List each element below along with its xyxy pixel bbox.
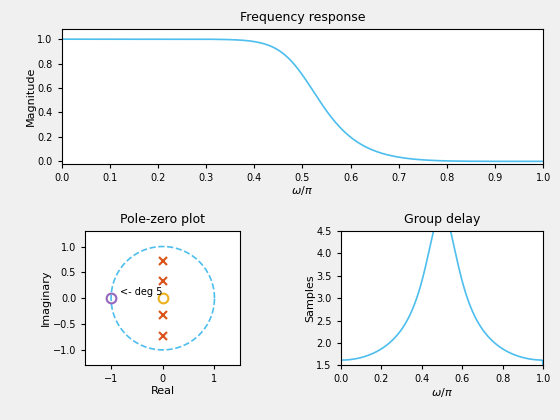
X-axis label: $\omega/\pi$: $\omega/\pi$	[291, 184, 314, 197]
Y-axis label: Imaginary: Imaginary	[41, 270, 52, 326]
Y-axis label: Samples: Samples	[305, 274, 315, 322]
X-axis label: $\omega/\pi$: $\omega/\pi$	[431, 386, 453, 399]
Title: Pole-zero plot: Pole-zero plot	[120, 213, 206, 226]
X-axis label: Real: Real	[151, 386, 175, 396]
Title: Frequency response: Frequency response	[240, 11, 365, 24]
Y-axis label: Magnitude: Magnitude	[26, 67, 36, 126]
Title: Group delay: Group delay	[404, 213, 480, 226]
Text: <- deg 5: <- deg 5	[120, 287, 163, 297]
